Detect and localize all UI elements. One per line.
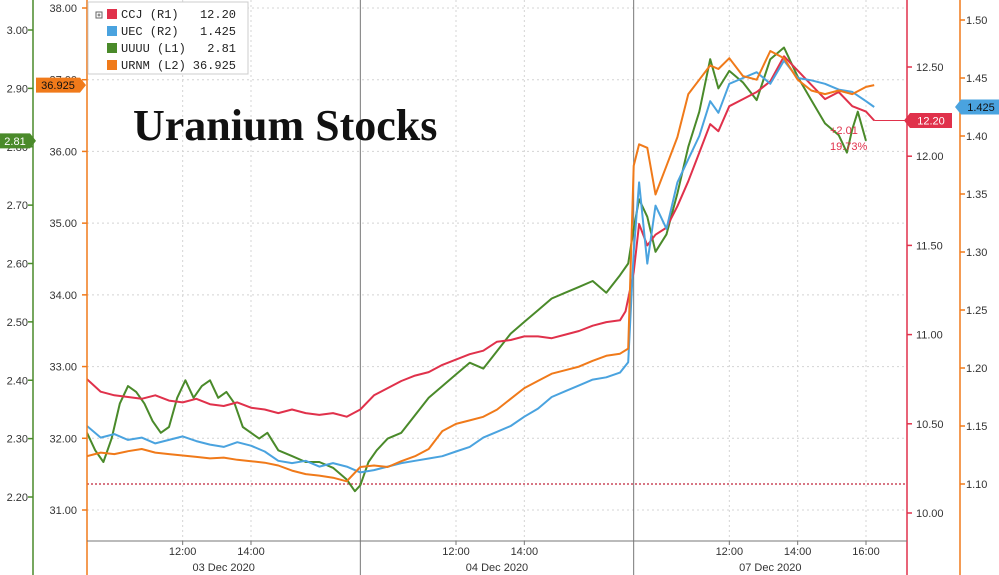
left-axis-bg [0,0,33,575]
tick-label-l2: 32.00 [49,433,77,445]
legend-entry-value: 1.425 [200,25,236,39]
flag-uuuu-shape [0,133,36,149]
flag-urnm-text: 36.925 [41,80,75,92]
value-flags: 36.925 2.81 12.20 1.425 [0,77,999,149]
change-annotation: +2.01 [830,125,858,137]
x-tick-label: 16:00 [852,546,880,558]
flag-ccj-text: 12.20 [917,116,945,128]
flag-uec-shape [955,99,999,115]
tick-label-l2: 38.00 [49,3,77,15]
legend-swatch [107,60,117,70]
tick-label-r2: 1.40 [966,131,987,143]
x-tick-label: 12:00 [169,546,197,558]
legend-entry-name: UEC (R2) [121,25,179,39]
chart-title: Uranium Stocks [133,101,437,150]
flag-urnm: 36.925 [36,77,86,93]
legend-entry-name: URNM (L2) [121,59,186,73]
flag-uuuu: 2.81 [0,133,36,149]
tick-label-l1: 2.70 [7,200,28,212]
legend-swatch [107,9,117,19]
tick-label-l1: 2.60 [7,259,28,271]
tick-label-r2: 1.35 [966,189,987,201]
tick-label-l2: 33.00 [49,362,77,374]
tick-label-r2: 1.20 [966,363,987,375]
tick-label-r2: 1.30 [966,247,987,259]
flag-urnm-shape [36,77,86,93]
tick-label-r2: 1.25 [966,305,987,317]
flag-ccj-shape [904,113,952,129]
tick-label-r1: 10.00 [916,508,944,520]
x-tick-label: 14:00 [784,546,812,558]
tick-label-l1: 2.50 [7,317,28,329]
tick-label-r1: 11.00 [916,330,943,342]
x-axis: 12:00 14:00 12:00 14:00 12:00 14:00 16:00 03 De… [87,540,907,574]
tick-label-l1: 3.00 [7,25,28,37]
tick-label-r2: 1.45 [966,73,987,85]
legend-collapse-icon[interactable] [95,11,103,19]
day-label: 03 Dec 2020 [192,562,254,574]
legend-entry-name: UUUU (L1) [121,42,186,56]
flag-uec: 1.425 [955,99,999,115]
tick-label-r2: 1.10 [966,479,987,491]
legend-entry-value: 36.925 [193,59,236,73]
legend-entry-name: CCJ (R1) [121,8,179,22]
flag-uec-text: 1.425 [967,102,995,114]
tick-label-l2: 31.00 [49,505,77,517]
legend-swatch [107,26,117,36]
legend-entry-value: 12.20 [200,8,236,22]
tick-label-l1: 2.30 [7,434,28,446]
tick-label-r1: 12.50 [916,62,944,74]
tick-label-l1: 2.90 [7,83,28,95]
x-tick-label: 12:00 [716,546,744,558]
tick-label-l2: 36.00 [49,146,77,158]
legend: CCJ (R1) 12.20 UEC (R2) 1.425 UUUU (L1) 2.81 U… [87,1,249,75]
x-tick-label: 12:00 [442,546,470,558]
legend-entry-value: 2.81 [207,42,236,56]
tick-label-l2: 35.00 [49,218,77,230]
series-layer [87,46,875,493]
tick-label-r2: 1.15 [966,421,987,433]
tick-label-l2: 34.00 [49,290,77,302]
series-line-uuuu [87,46,867,493]
day-label: 04 Dec 2020 [466,562,528,574]
tick-label-l1: 2.40 [7,375,28,387]
x-tick-label: 14:00 [511,546,539,558]
grid [86,0,908,575]
series-line-ccj [87,55,875,418]
pct-change-annotation: 19.73% [830,141,868,153]
x-tick-label: 14:00 [237,546,265,558]
tick-label-r2: 1.50 [966,15,987,27]
day-label: 07 Dec 2020 [739,562,801,574]
flag-ccj: 12.20 [904,113,952,129]
series-line-urnm [87,50,875,483]
series-line-uec [87,59,875,474]
flag-uuuu-text: 2.81 [4,136,25,148]
tick-label-r1: 10.50 [916,419,944,431]
tick-label-r1: 12.00 [916,151,944,163]
legend-swatch [107,43,117,53]
tick-label-l1: 2.20 [7,492,28,504]
right-axis-bg [907,0,999,541]
tick-label-r1: 11.50 [916,240,943,252]
